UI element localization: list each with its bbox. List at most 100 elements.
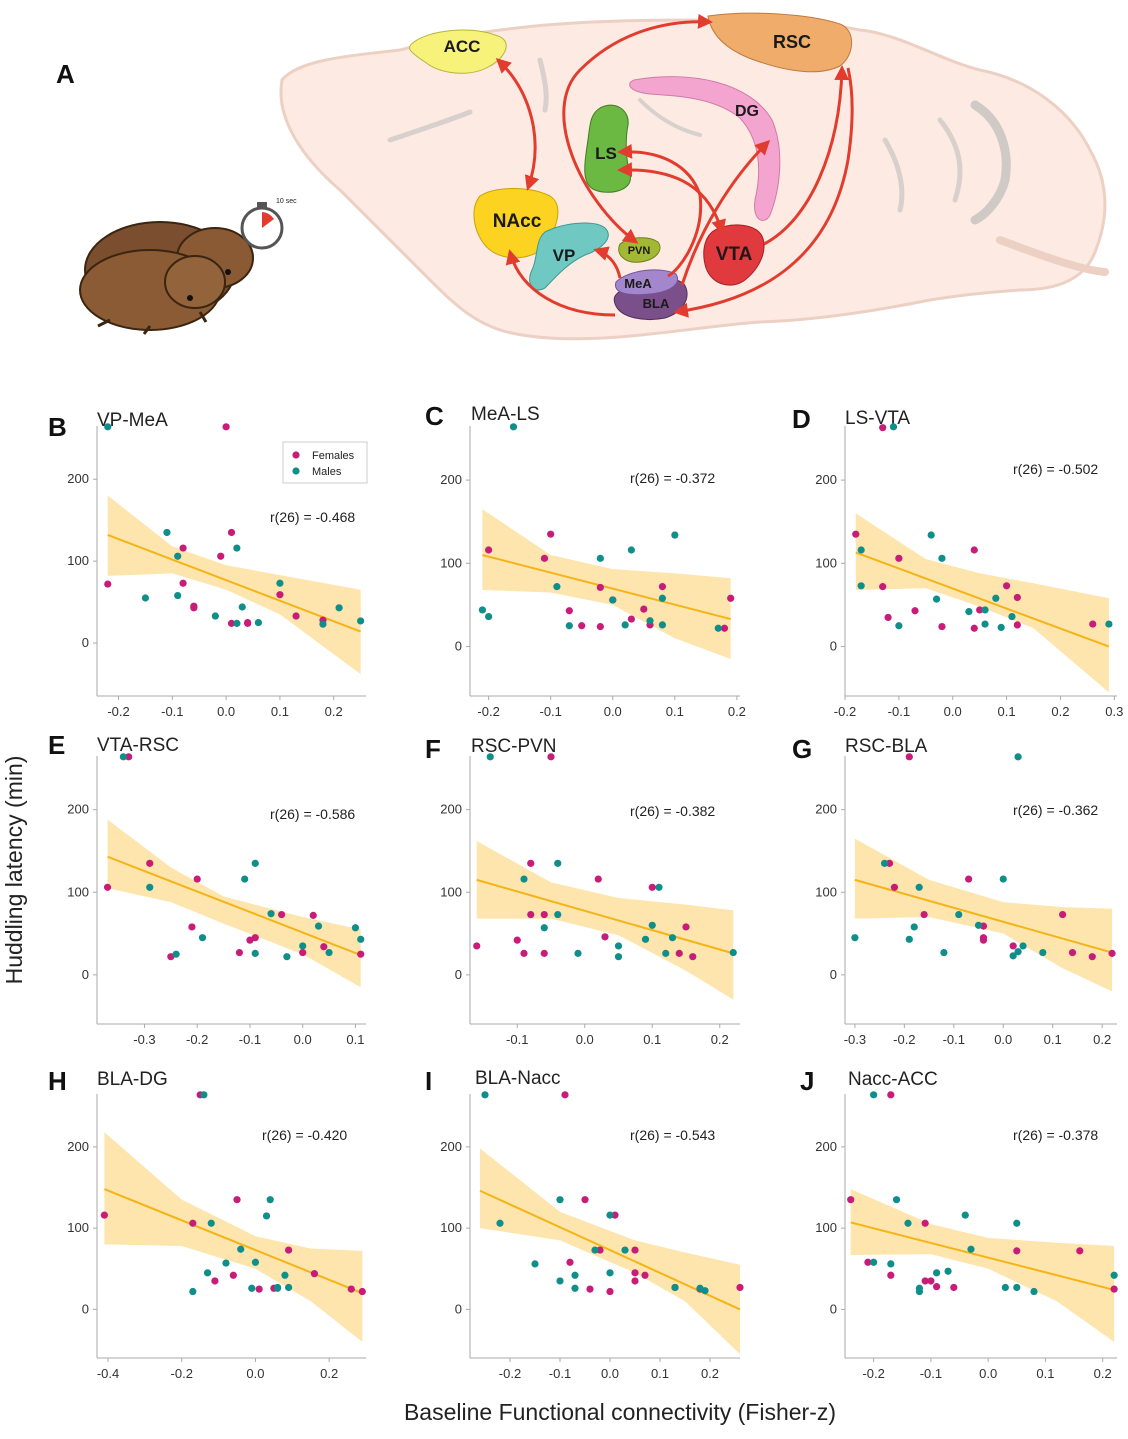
male-point bbox=[554, 859, 562, 867]
female-point bbox=[631, 1277, 639, 1285]
legend-female-marker bbox=[292, 451, 300, 459]
male-point bbox=[222, 1259, 230, 1267]
male-point bbox=[1014, 948, 1022, 956]
female-point bbox=[885, 859, 894, 867]
female-point bbox=[884, 613, 892, 622]
region-label-pvn: PVN bbox=[628, 245, 651, 257]
confidence-band bbox=[850, 1189, 1115, 1342]
x-tick-label: 0.0 bbox=[994, 1032, 1012, 1047]
male-point bbox=[283, 953, 291, 961]
panel-label: H bbox=[48, 1066, 67, 1096]
male-point bbox=[248, 1284, 256, 1292]
regression-line bbox=[855, 551, 1110, 648]
female-point bbox=[255, 1285, 263, 1293]
x-tick-label: -0.2 bbox=[186, 1032, 208, 1047]
male-point bbox=[967, 1245, 975, 1253]
male-point bbox=[927, 531, 935, 539]
male-point bbox=[658, 594, 667, 602]
female-point bbox=[1068, 948, 1077, 957]
confidence-band bbox=[482, 509, 731, 660]
male-point bbox=[174, 552, 182, 560]
male-point bbox=[999, 875, 1007, 883]
female-point bbox=[357, 950, 365, 958]
female-point bbox=[905, 753, 913, 761]
x-tick-label: 0.2 bbox=[728, 704, 746, 719]
male-point bbox=[887, 1260, 895, 1268]
y-tick-label: 100 bbox=[67, 884, 89, 899]
male-point bbox=[915, 883, 923, 891]
male-point bbox=[591, 1246, 599, 1254]
female-point bbox=[227, 619, 236, 627]
female-point bbox=[1108, 949, 1116, 957]
y-tick-label: 0 bbox=[82, 967, 89, 982]
male-point bbox=[646, 617, 654, 625]
female-point bbox=[596, 583, 604, 592]
panel-f: F RSC-PVN 0 100 200 -0.1 0.0 0.1 0.2 r(26) = -0.3… bbox=[425, 734, 740, 1047]
x-tick-label: -0.2 bbox=[477, 704, 499, 719]
female-point bbox=[285, 1246, 293, 1254]
stopwatch-icon: 10 sec bbox=[240, 198, 297, 250]
x-tick-label: -0.1 bbox=[539, 704, 561, 719]
x-tick-label: -0.2 bbox=[499, 1366, 521, 1381]
male-point bbox=[658, 621, 667, 629]
male-point bbox=[520, 875, 528, 883]
y-tick-label: 100 bbox=[440, 884, 462, 899]
male-point bbox=[892, 1196, 901, 1204]
female-point bbox=[641, 1271, 649, 1279]
male-point bbox=[251, 1258, 260, 1266]
y-tick-label: 200 bbox=[440, 802, 462, 817]
x-tick-label: -0.4 bbox=[97, 1366, 119, 1381]
male-point bbox=[481, 1091, 489, 1099]
arrow-bla-rsc bbox=[673, 67, 854, 318]
female-point bbox=[1059, 910, 1067, 919]
male-point bbox=[641, 935, 650, 943]
fissure bbox=[970, 100, 1011, 225]
female-point bbox=[125, 753, 133, 761]
male-point bbox=[614, 953, 623, 961]
x-tick-label: 0.1 bbox=[643, 1032, 661, 1047]
panel-title: VP-MeA bbox=[97, 410, 168, 431]
correlation-text: r(26) = -0.372 bbox=[630, 470, 715, 486]
male-point bbox=[1013, 1219, 1021, 1227]
male-point bbox=[662, 949, 670, 957]
x-tick-label: -0.3 bbox=[844, 1032, 866, 1047]
x-tick-label: 0.1 bbox=[1036, 1366, 1054, 1381]
male-point bbox=[174, 591, 182, 600]
region-acc bbox=[409, 29, 507, 74]
female-point bbox=[596, 1246, 604, 1254]
correlation-text: r(26) = -0.362 bbox=[1013, 802, 1098, 818]
male-point bbox=[200, 1091, 208, 1099]
connection-arrows bbox=[495, 13, 854, 318]
x-axis-label: Baseline Functional connectivity (Fisher… bbox=[404, 1399, 836, 1425]
arrow-vta-rsc bbox=[763, 65, 850, 246]
region-label-mea: MeA bbox=[624, 276, 652, 291]
female-point bbox=[229, 1271, 237, 1279]
brainstem bbox=[996, 236, 1109, 276]
confidence-band bbox=[104, 1132, 363, 1342]
arrow-bla-dg bbox=[680, 139, 771, 286]
male-point bbox=[895, 622, 903, 630]
female-point bbox=[179, 544, 187, 552]
y-tick-label: 200 bbox=[815, 1139, 837, 1154]
arrow-pvn-rsc bbox=[562, 13, 713, 244]
regression-line bbox=[854, 878, 1113, 954]
female-point bbox=[561, 1091, 569, 1099]
male-point bbox=[276, 579, 284, 587]
correlation-text: r(26) = -0.382 bbox=[630, 803, 715, 819]
x-tick-label: -0.1 bbox=[161, 704, 183, 719]
female-point bbox=[601, 933, 609, 941]
male-point bbox=[904, 1219, 912, 1227]
x-tick-label: 0.0 bbox=[217, 704, 235, 719]
male-point bbox=[241, 875, 249, 883]
male-point bbox=[851, 934, 859, 942]
confidence-band bbox=[107, 819, 361, 988]
male-point bbox=[596, 554, 604, 562]
female-point bbox=[276, 591, 284, 599]
female-point bbox=[190, 602, 198, 610]
panel-g: G RSC-BLA 0 100 200 -0.3 -0.2 -0.1 0.0 0.1 0.2 r(26… bbox=[792, 734, 1117, 1047]
panel-label: F bbox=[425, 734, 441, 764]
regression-line bbox=[107, 533, 361, 633]
male-point bbox=[1105, 620, 1113, 628]
panel-label: J bbox=[800, 1066, 814, 1096]
male-point bbox=[981, 606, 989, 614]
